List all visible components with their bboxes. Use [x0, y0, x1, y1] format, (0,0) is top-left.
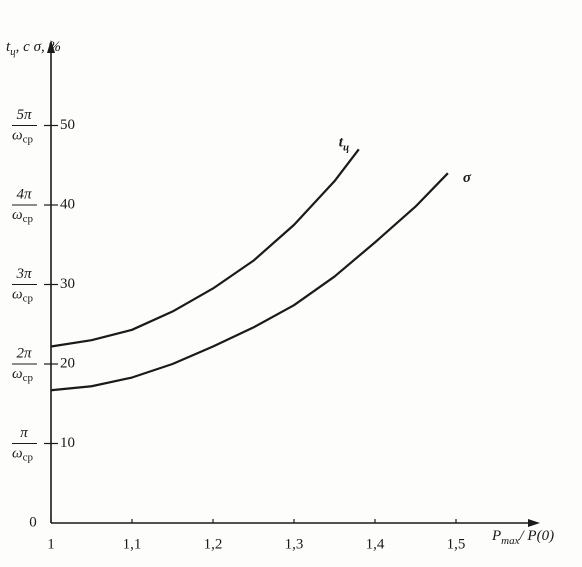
- series-label: tц: [339, 135, 349, 153]
- line-series: [50, 148, 360, 348]
- y-label-main: t: [6, 39, 11, 55]
- time-tick-numerator: 5π: [16, 107, 32, 123]
- line-series: [50, 172, 449, 392]
- series-name: t: [339, 135, 344, 151]
- x-tick-label: 1,5: [447, 536, 466, 552]
- y-tick-label: 40: [60, 196, 75, 212]
- x-tick-label: 1,2: [204, 536, 223, 552]
- x-axis-arrow: [528, 519, 540, 527]
- denominator-symbol: ω: [12, 287, 23, 303]
- y-tick-label: 30: [60, 276, 75, 292]
- x-label-sub: max: [501, 535, 519, 547]
- time-tick: 5π ωср: [12, 107, 37, 145]
- y-tick-label: 0: [29, 514, 37, 530]
- series-name-sub: ц: [343, 141, 349, 153]
- time-tick-numerator: 2π: [16, 345, 32, 361]
- x-label-main: P: [491, 528, 501, 544]
- denominator-sub: ср: [23, 133, 34, 145]
- time-tick-numerator: π: [20, 425, 28, 441]
- x-axis-label: Pmax/ P(0): [491, 528, 554, 546]
- denominator-sub: ср: [23, 292, 34, 304]
- denominator-symbol: ω: [12, 207, 23, 223]
- y-label-rest: , с σ, %: [16, 39, 61, 55]
- x-label-rest: / P(0): [519, 528, 555, 544]
- time-tick: 3π ωср: [12, 266, 37, 304]
- time-tick-denominator: ωср: [12, 128, 33, 145]
- y-axis-label: tц, с σ, %: [6, 39, 61, 57]
- time-tick-numerator: 3π: [15, 266, 32, 282]
- time-tick-denominator: ωср: [12, 366, 33, 383]
- y-axis-arrow: [47, 40, 55, 53]
- time-tick-numerator: 4π: [16, 186, 32, 202]
- time-tick-denominator: ωср: [12, 207, 33, 224]
- x-tick-label: 1,3: [285, 536, 304, 552]
- time-tick-denominator: ωср: [12, 446, 33, 463]
- x-tick-label: 1,1: [123, 536, 142, 552]
- series-label: σ: [463, 171, 472, 187]
- x-tick-label: 1: [47, 536, 55, 552]
- time-tick-denominator: ωср: [12, 287, 33, 304]
- denominator-symbol: ω: [12, 446, 23, 462]
- time-tick: 2π ωср: [12, 345, 37, 384]
- denominator-sub: ср: [23, 372, 34, 384]
- denominator-symbol: ω: [12, 128, 23, 144]
- denominator-sub: ср: [23, 213, 34, 225]
- y-label-sub: ц: [10, 46, 16, 58]
- time-tick: 4π ωср: [12, 186, 37, 225]
- y-tick-label: 20: [60, 355, 75, 371]
- denominator-sub: ср: [23, 451, 34, 463]
- x-tick-label: 1,4: [366, 536, 385, 552]
- denominator-symbol: ω: [12, 366, 23, 382]
- y-tick-label: 50: [60, 117, 75, 133]
- y-tick-label: 10: [60, 435, 75, 451]
- series-name: σ: [463, 171, 472, 187]
